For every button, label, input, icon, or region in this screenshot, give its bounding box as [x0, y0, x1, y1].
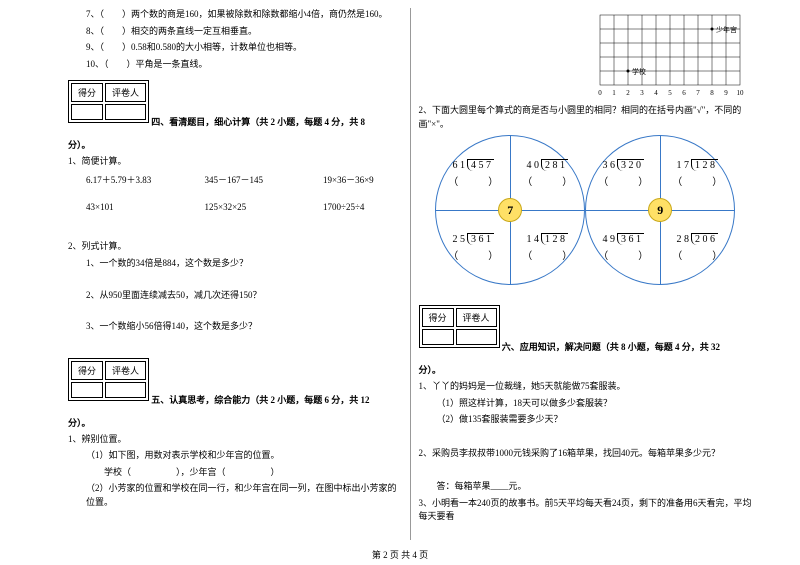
- calc-2b: 125×32×25: [205, 202, 284, 212]
- c1-tr: 4 02 8 1（ ）: [510, 136, 584, 210]
- c1-bl: 2 53 6 1（ ）: [436, 210, 510, 284]
- section-5-title: 五、认真思考，综合能力（共 2 小题，每题 6 分，共 12: [151, 395, 369, 405]
- svg-text:0: 0: [598, 89, 602, 97]
- score-box-6: 得分评卷人: [419, 305, 500, 348]
- calc-row-2: 43×101 125×32×25 1700÷25÷4: [86, 202, 402, 212]
- score-label: 得分: [71, 83, 103, 102]
- svg-text:5: 5: [668, 89, 672, 97]
- circle-1: 7 6 14 5 7（ ） 4 02 8 1（ ） 2 53 6 1（ ） 1 …: [435, 135, 585, 285]
- svg-text:1: 1: [612, 89, 616, 97]
- q6-1-2: （2）做135套服装需要多少天？: [419, 413, 753, 427]
- left-column: 7、（ ）两个数的商是160，如果被除数和除数都缩小4倍，商仍然是160。 8、…: [60, 8, 411, 540]
- svg-text:9: 9: [724, 89, 728, 97]
- svg-text:4: 4: [654, 89, 658, 97]
- section-6-fen: 分）。: [419, 363, 753, 376]
- center-badge-1: 7: [498, 198, 522, 222]
- svg-text:6: 6: [682, 89, 686, 97]
- problem-2-2: 2、从950里面连续减去50，减几次还得150？: [68, 289, 402, 303]
- score-label-6: 得分: [422, 308, 454, 327]
- circle-2: 9 3 63 2 0（ ） 1 71 2 8（ ） 4 93 6 1（ ） 2 …: [585, 135, 735, 285]
- problem-5-1: 1、辨别位置。: [68, 433, 402, 447]
- problem-2-3: 3、一个数缩小56倍得140，这个数是多少？: [68, 320, 402, 334]
- c2-br: 2 82 0 6（ ）: [660, 210, 734, 284]
- q6-2-answer: 答：每箱苹果____元。: [419, 480, 753, 494]
- q6-2: 2、采购员李叔叔带1000元钱采购了16箱苹果，找回40元。每箱苹果多少元？: [419, 447, 753, 461]
- question-10: 10、（ ）平角是一条直线。: [68, 58, 402, 72]
- question-7: 7、（ ）两个数的商是160，如果被除数和除数都缩小4倍，商仍然是160。: [68, 8, 402, 22]
- label-school: 学校: [632, 67, 646, 76]
- section-4-fen: 分）。: [68, 138, 402, 151]
- grid-chart: 少年宫 学校 0 1 2 3 4 5 6 7 8 9 10: [590, 10, 750, 100]
- c1-br: 1 41 2 8（ ）: [510, 210, 584, 284]
- right-column: 少年宫 学校 0 1 2 3 4 5 6 7 8 9 10 2、下面大圆里每个算式的商是否与小圆里的…: [411, 8, 761, 540]
- section-6-title: 六、应用知识，解决问题（共 8 小题，每题 4 分，共 32: [502, 342, 720, 352]
- calc-1c: 19×36－36×9: [323, 173, 402, 186]
- svg-text:10: 10: [737, 89, 745, 97]
- calc-2c: 1700÷25÷4: [323, 202, 402, 212]
- grader-label: 评卷人: [105, 83, 146, 102]
- question-2: 2、下面大圆里每个算式的商是否与小圆里的相同？相同的在括号内画"√"，不同的画"…: [419, 104, 753, 131]
- problem-2-1: 1、一个数的34倍是884，这个数是多少？: [68, 257, 402, 271]
- section-4-title: 四、看清题目，细心计算（共 2 小题，每题 4 分，共 8: [151, 117, 365, 127]
- grader-label-6: 评卷人: [456, 308, 497, 327]
- svg-text:7: 7: [696, 89, 700, 97]
- problem-2: 2、列式计算。: [68, 240, 402, 254]
- score-box-5: 得分评卷人: [68, 358, 149, 401]
- c2-tl: 3 63 2 0（ ）: [586, 136, 660, 210]
- section-5-fen: 分）。: [68, 416, 402, 429]
- score-box-4: 得分评卷人: [68, 80, 149, 123]
- question-8: 8、（ ）相交的两条直线一定互相垂直。: [68, 25, 402, 39]
- center-badge-2: 9: [648, 198, 672, 222]
- q6-3: 3、小明看一本240页的故事书。前5天平均每天看24页，剩下的准备用6天看完，平…: [419, 497, 753, 524]
- calc-row-1: 6.17＋5.79＋3.83 345－167－145 19×36－36×9: [86, 173, 402, 186]
- q6-1: 1、丫丫的妈妈是一位裁缝，她5天就能做75套服装。: [419, 380, 753, 394]
- circles-diagram: 7 6 14 5 7（ ） 4 02 8 1（ ） 2 53 6 1（ ） 1 …: [419, 135, 753, 285]
- school-answer: 学校（ ），少年宫（ ）: [68, 466, 402, 480]
- c1-tl: 6 14 5 7（ ）: [436, 136, 510, 210]
- c2-tr: 1 71 2 8（ ）: [660, 136, 734, 210]
- calc-1a: 6.17＋5.79＋3.83: [86, 173, 165, 186]
- label-shaoniangong: 少年宫: [716, 25, 737, 34]
- problem-5-1-3: （2）小芳家的位置和学校在同一行，和少年宫在同一列，在图中标出小芳家的位置。: [68, 482, 402, 509]
- calc-2a: 43×101: [86, 202, 165, 212]
- score-label-5: 得分: [71, 361, 103, 380]
- q6-1-1: （1）照这样计算，18天可以做多少套服装？: [419, 397, 753, 411]
- calc-1b: 345－167－145: [205, 173, 284, 186]
- svg-text:3: 3: [640, 89, 644, 97]
- problem-5-1-1: （1）如下图，用数对表示学校和少年宫的位置。: [68, 449, 402, 463]
- svg-text:8: 8: [710, 89, 714, 97]
- grader-label-5: 评卷人: [105, 361, 146, 380]
- c2-bl: 4 93 6 1（ ）: [586, 210, 660, 284]
- question-9: 9、（ ）0.58和0.580的大小相等，计数单位也相等。: [68, 41, 402, 55]
- page-footer: 第 2 页 共 4 页: [0, 548, 800, 561]
- svg-text:2: 2: [626, 89, 630, 97]
- problem-1: 1、简便计算。: [68, 155, 402, 169]
